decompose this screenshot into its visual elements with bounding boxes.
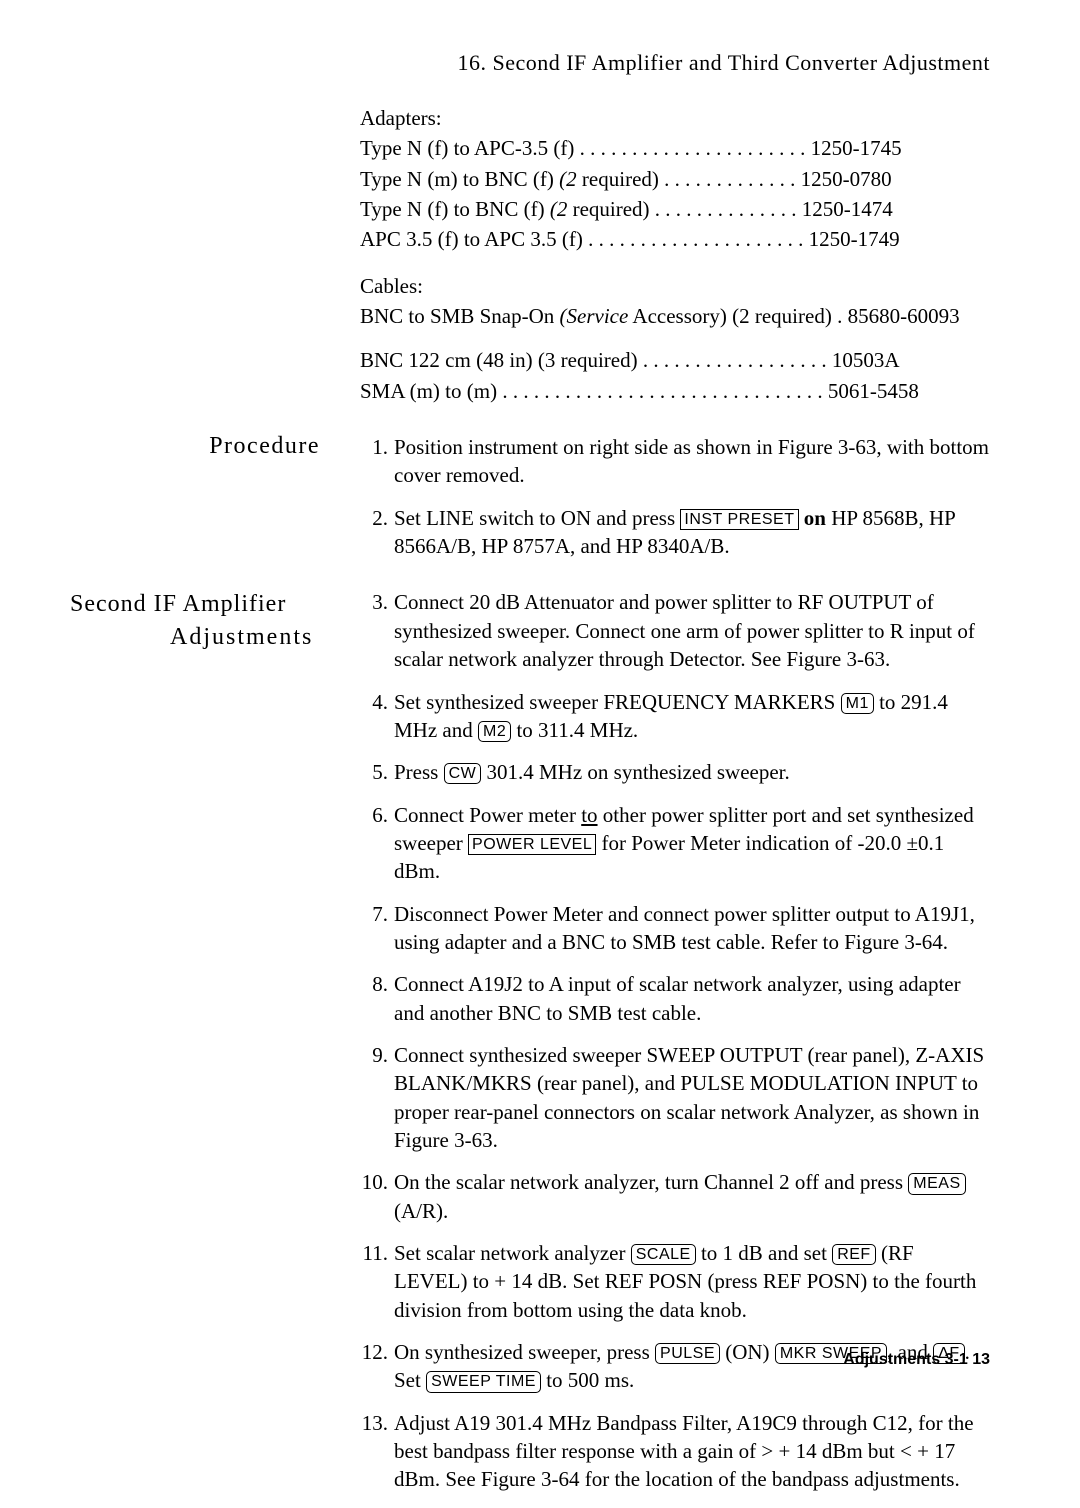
page: 16. Second IF Amplifier and Third Conver… — [0, 0, 1080, 1409]
procedure-label: Procedure — [70, 433, 360, 460]
ref-key: REF — [832, 1244, 876, 1265]
adapters-line-4: APC 3.5 (f) to APC 3.5 (f) . . . . . . .… — [360, 225, 990, 253]
meas-key: MEAS — [908, 1173, 965, 1194]
step-3: Connect 20 dB Attenuator and power split… — [360, 588, 990, 673]
scale-key: SCALE — [631, 1244, 696, 1265]
cables-line-2: BNC 122 cm (48 in) (3 required) . . . . … — [360, 346, 990, 374]
cables-block: Cables: BNC to SMB Snap-On (Service Acce… — [360, 272, 990, 405]
step-5: Press CW 301.4 MHz on synthesized sweepe… — [360, 758, 990, 786]
page-header: 16. Second IF Amplifier and Third Conver… — [70, 50, 990, 76]
step-4: Set synthesized sweeper FREQUENCY MARKER… — [360, 688, 990, 745]
sweep-time-key: SWEEP TIME — [426, 1371, 541, 1392]
inst-preset-key: INST PRESET — [680, 509, 798, 530]
cw-key: CW — [444, 763, 482, 784]
procedure-list-1: Position instrument on right side as sho… — [360, 433, 990, 560]
adapters-line-1: Type N (f) to APC-3.5 (f) . . . . . . . … — [360, 134, 990, 162]
adapters-title: Adapters: — [360, 104, 990, 132]
cables-line-3: SMA (m) to (m) . . . . . . . . . . . . .… — [360, 377, 990, 405]
step-13: Adjust A19 301.4 MHz Bandpass Filter, A1… — [360, 1409, 990, 1494]
step-6: Connect Power meter to other power split… — [360, 801, 990, 886]
power-level-key: POWER LEVEL — [468, 834, 596, 855]
step-2: Set LINE switch to ON and press INST PRE… — [360, 504, 990, 561]
step-7: Disconnect Power Meter and connect power… — [360, 900, 990, 957]
page-footer: Adjustments 3-1 13 — [843, 1351, 990, 1369]
step-1: Position instrument on right side as sho… — [360, 433, 990, 490]
adapters-line-3: Type N (f) to BNC (f) (2 required) . . .… — [360, 195, 990, 223]
step-11: Set scalar network analyzer SCALE to 1 d… — [360, 1239, 990, 1324]
step-8: Connect A19J2 to A input of scalar netwo… — [360, 970, 990, 1027]
adapters-line-2: Type N (m) to BNC (f) (2 required) . . .… — [360, 165, 990, 193]
m1-key: M1 — [841, 693, 874, 714]
intro-block: Adapters: Type N (f) to APC-3.5 (f) . . … — [70, 104, 990, 423]
second-if-block: Second IF Amplifier Adjustments Connect … — [70, 588, 990, 1507]
second-if-label: Second IF Amplifier Adjustments — [70, 588, 360, 653]
cables-line-1: BNC to SMB Snap-On (Service Accessory) (… — [360, 302, 990, 330]
pulse-key: PULSE — [655, 1343, 720, 1364]
step-10: On the scalar network analyzer, turn Cha… — [360, 1168, 990, 1225]
procedure-block: Procedure Position instrument on right s… — [70, 433, 990, 574]
adapters-block: Adapters: Type N (f) to APC-3.5 (f) . . … — [360, 104, 990, 254]
step-9: Connect synthesized sweeper SWEEP OUTPUT… — [360, 1041, 990, 1154]
cables-title: Cables: — [360, 272, 990, 300]
m2-key: M2 — [478, 721, 511, 742]
